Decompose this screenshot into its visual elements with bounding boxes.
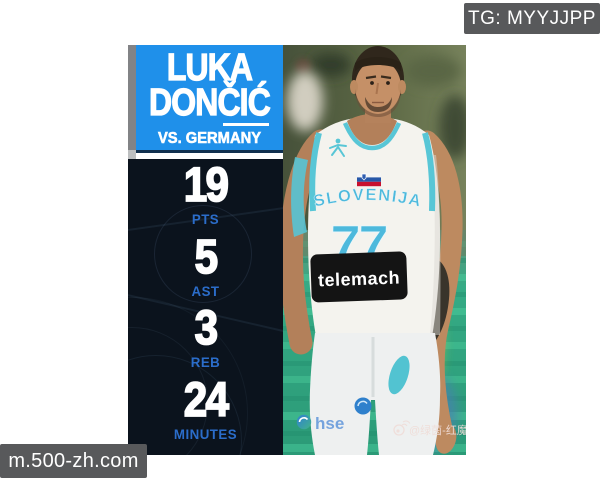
divider-bar <box>128 150 283 159</box>
matchup-label: VS. GERMANY <box>157 130 262 148</box>
player: SLOVENIJA 77 telemach <box>283 46 463 455</box>
hse-logo-icon <box>296 414 312 430</box>
stat-value: 24 <box>183 373 230 427</box>
title-row: LUKA DONČIĆ VS. GERMANY <box>128 45 283 150</box>
stat-rebounds: 3 REB <box>128 302 283 371</box>
player-last-name: DONČIĆ <box>149 81 272 124</box>
photo-credit: @绿茵-红魔 <box>393 420 466 437</box>
telegram-watermark-text: TG: MYYJJPP <box>468 7 596 29</box>
stats-panel: 19 PTS 5 AST 3 REB 24 MINUTES <box>128 159 283 455</box>
stat-assists: 5 AST <box>128 230 283 299</box>
player-photo-svg: SLOVENIJA 77 telemach <box>283 45 466 455</box>
player-photo: SLOVENIJA 77 telemach <box>283 45 466 455</box>
stat-column: LUKA DONČIĆ VS. GERMANY 19 P <box>128 45 283 455</box>
stat-points: 19 PTS <box>128 159 283 227</box>
site-watermark-badge: m.500-zh.com <box>0 444 147 478</box>
stat-label: REB <box>190 354 221 371</box>
stat-minutes: 24 MINUTES <box>128 373 283 442</box>
stat-label: PTS <box>191 211 220 227</box>
hse-logo-text: hse <box>315 414 344 433</box>
stat-label: MINUTES <box>173 425 238 442</box>
court-decor-circle <box>154 205 252 303</box>
jersey: SLOVENIJA 77 telemach <box>308 114 441 337</box>
weibo-icon <box>393 420 411 436</box>
jersey-armhole-trim <box>309 132 322 212</box>
stat-value: 3 <box>194 302 219 356</box>
jersey-sponsor-patch: telemach <box>310 251 408 303</box>
jersey-armhole-trim <box>422 132 436 212</box>
stat-label: AST <box>191 282 220 299</box>
divider-bar-edge <box>128 150 136 159</box>
site-watermark-text: m.500-zh.com <box>8 449 139 472</box>
slovenia-flag-icon <box>357 173 381 187</box>
title-card-edge <box>128 45 136 150</box>
shorts: hse <box>296 333 441 455</box>
crowd-blob-person <box>287 58 323 131</box>
weibo-credit-text: @绿茵-红魔 <box>409 423 466 437</box>
player-left-hand <box>435 424 457 454</box>
stat-value: 19 <box>183 159 230 212</box>
teal-accent <box>388 355 410 395</box>
player-head <box>350 46 406 123</box>
jersey-side-trim <box>291 157 308 237</box>
name-underline <box>223 123 269 127</box>
jersey-neck-trim <box>342 122 402 151</box>
divider-bar-white <box>136 150 283 159</box>
jersey-sponsor-text: telemach <box>318 268 401 291</box>
title-card: LUKA DONČIĆ VS. GERMANY <box>136 45 283 150</box>
stat-value: 5 <box>194 230 219 284</box>
player-first-name: LUKA <box>166 46 253 89</box>
kzs-logo-icon <box>354 397 372 415</box>
telegram-watermark-badge: TG: MYYJJPP <box>464 3 600 34</box>
kzs-logo-swirl <box>357 400 368 407</box>
stat-graphic: LUKA DONČIĆ VS. GERMANY 19 P <box>128 45 466 455</box>
jordan-logo-icon <box>329 138 347 157</box>
